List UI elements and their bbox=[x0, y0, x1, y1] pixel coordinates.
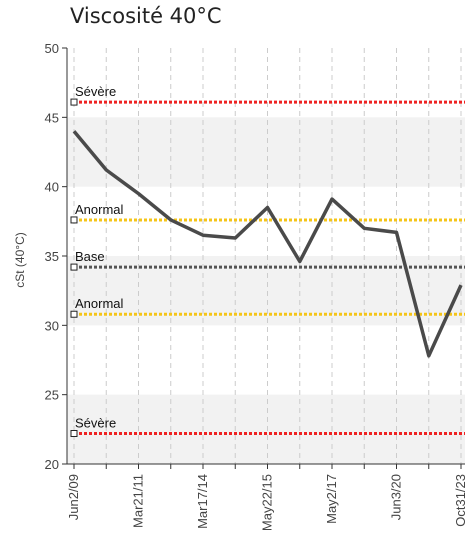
threshold-marker bbox=[70, 216, 78, 224]
threshold-lines: Sévère Anormal Base Anormal Sévère bbox=[70, 84, 465, 437]
x-tick-label: May22/15 bbox=[260, 474, 275, 531]
x-tick-label: Oct31/23 bbox=[453, 474, 468, 527]
y-tick-label: 25 bbox=[45, 388, 59, 403]
threshold-label: Sévère bbox=[75, 415, 116, 430]
threshold-label: Anormal bbox=[75, 296, 124, 311]
x-tick-label: May2/17 bbox=[324, 474, 339, 524]
x-tick-label: Mar17/14 bbox=[195, 474, 210, 529]
axis-labels: 20 25 30 35 40 45 50 Jun2/09 Mar21/11 Mar17/14 May… bbox=[13, 41, 468, 531]
threshold-marker bbox=[70, 263, 78, 271]
y-tick-label: 50 bbox=[45, 41, 59, 56]
plot-band bbox=[67, 117, 465, 187]
y-tick-label: 35 bbox=[45, 249, 59, 264]
y-tick-label: 45 bbox=[45, 110, 59, 125]
threshold-label: Base bbox=[75, 249, 105, 264]
x-tick-label: Jun2/09 bbox=[66, 474, 81, 520]
y-tick-label: 30 bbox=[45, 318, 59, 333]
y-tick-label: 20 bbox=[45, 457, 59, 472]
series-line bbox=[72, 130, 463, 358]
plot-band bbox=[67, 394, 465, 464]
x-tick-label: Mar21/11 bbox=[131, 474, 146, 528]
threshold-label: Sévère bbox=[75, 84, 116, 99]
y-axis-label: cSt (40°C) bbox=[13, 232, 27, 287]
threshold-marker bbox=[70, 429, 78, 437]
chart-title: Viscosité 40°C bbox=[70, 4, 222, 28]
data-series bbox=[72, 130, 463, 358]
threshold-marker bbox=[70, 310, 78, 318]
threshold-marker bbox=[70, 98, 78, 106]
axes bbox=[62, 47, 465, 469]
threshold-label: Anormal bbox=[75, 202, 124, 217]
x-tick-label: Jun3/20 bbox=[389, 474, 404, 520]
grid-lines bbox=[73, 48, 462, 464]
y-tick-label: 40 bbox=[45, 180, 59, 195]
plot-bands bbox=[67, 117, 465, 464]
